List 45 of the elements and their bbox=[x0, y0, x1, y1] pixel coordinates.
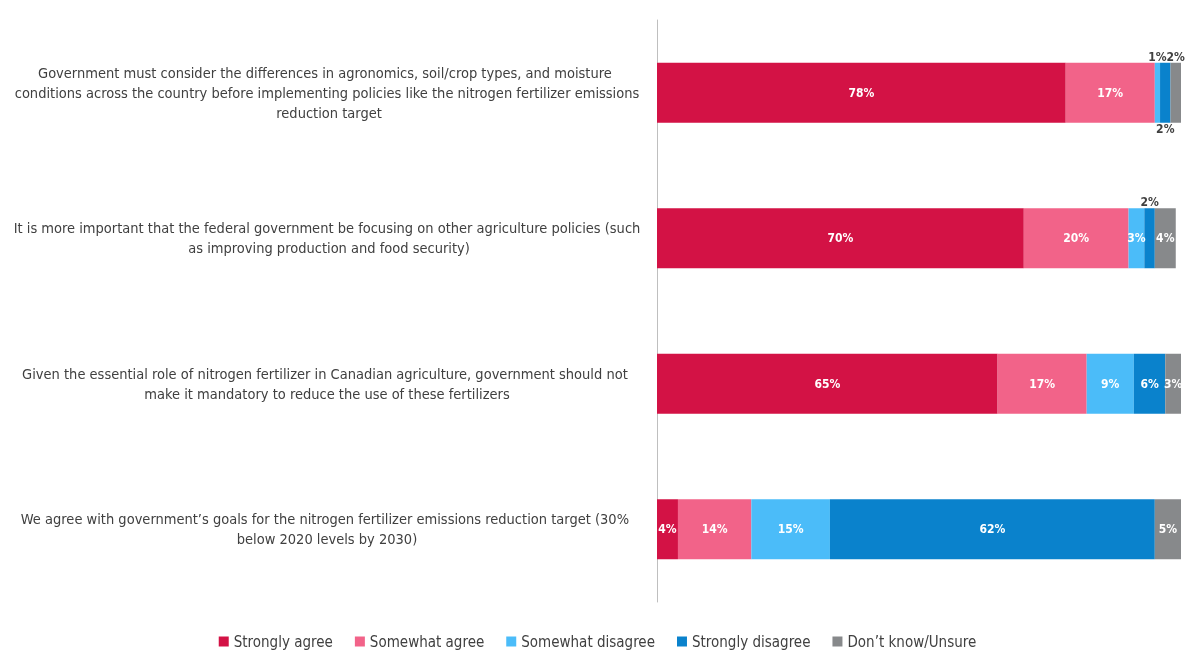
legend-label: Strongly agree bbox=[233, 632, 333, 651]
data-label: 4% bbox=[1156, 231, 1175, 246]
bar bbox=[1170, 62, 1181, 123]
bar bbox=[1154, 499, 1181, 560]
bar bbox=[751, 499, 830, 560]
legend-label: Somewhat agree bbox=[369, 632, 485, 651]
data-label: 2% bbox=[1140, 195, 1159, 210]
bar bbox=[829, 499, 1155, 560]
data-label: 78% bbox=[848, 85, 875, 100]
y-tick-label: Given the essential role of nitrogen fertilizer in Canadian agriculture, government should not make it mandatory to reduce the use of these fertilizers bbox=[22, 365, 632, 402]
legend-label: Don’t know/Unsure bbox=[847, 632, 977, 651]
data-label: 2% bbox=[1166, 49, 1186, 64]
bar bbox=[1144, 208, 1155, 269]
bar bbox=[657, 499, 678, 560]
data-label: 4% bbox=[658, 522, 677, 537]
bar bbox=[1086, 353, 1134, 414]
data-label: 17% bbox=[1029, 376, 1056, 391]
data-label: 1% bbox=[1148, 49, 1167, 64]
bar bbox=[997, 353, 1087, 414]
y-tick-label: We agree with government’s goals for the nitrogen fertilizer emissions reduction target (30% below 2020 levels by 2030) bbox=[20, 511, 634, 548]
bar bbox=[657, 62, 1066, 123]
legend-label: Somewhat disagree bbox=[521, 632, 655, 651]
data-label: 70% bbox=[827, 231, 854, 246]
data-label: 2% bbox=[1156, 121, 1175, 136]
data-label: 20% bbox=[1063, 231, 1090, 246]
bar bbox=[1154, 62, 1161, 123]
bar bbox=[1160, 62, 1171, 123]
bar bbox=[1154, 208, 1176, 269]
legend-label: Strongly disagree bbox=[691, 632, 811, 651]
data-label: 15% bbox=[777, 522, 804, 537]
data-label: 65% bbox=[814, 376, 841, 391]
bar bbox=[677, 499, 752, 560]
bar bbox=[1065, 62, 1155, 123]
data-label: 14% bbox=[701, 522, 728, 537]
data-label: 17% bbox=[1097, 85, 1124, 100]
bar bbox=[657, 208, 1024, 269]
y-tick-label: Government must consider the differences in agronomics, soil/crop types, and moisture conditions across the country before implementing policies like the nitrogen fertilizer emissions reduction target bbox=[14, 64, 640, 121]
data-label: 6% bbox=[1140, 376, 1159, 391]
data-label: 9% bbox=[1101, 376, 1120, 391]
data-label: 62% bbox=[979, 522, 1006, 537]
bar bbox=[657, 353, 998, 414]
data-label: 5% bbox=[1158, 522, 1178, 537]
bar bbox=[1133, 353, 1166, 414]
bar bbox=[1023, 208, 1129, 269]
y-tick-label: It is more important that the federal government be focusing on other agriculture policies (such as improving production and food security) bbox=[13, 220, 641, 257]
